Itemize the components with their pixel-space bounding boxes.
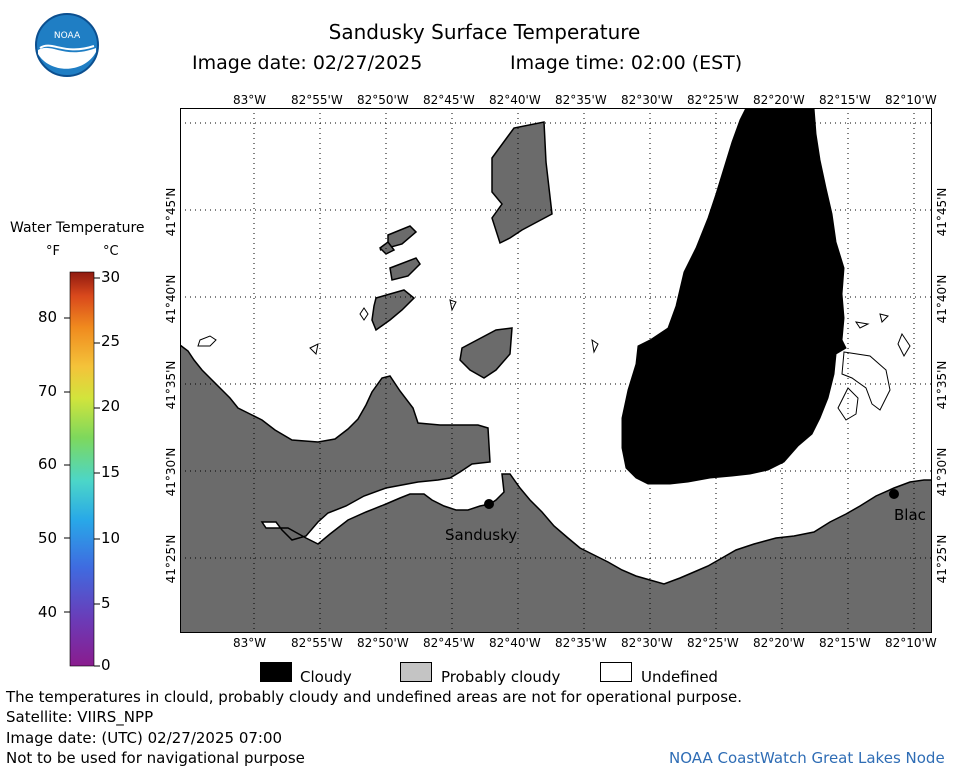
- cloudy-area: [621, 108, 847, 485]
- legend-swatch-cloudy: [260, 662, 292, 682]
- map-canvas[interactable]: Sandusky Blac: [180, 108, 932, 633]
- colorbar-c-tick: 20: [101, 397, 121, 415]
- lon-label-top: 82°55'W: [291, 93, 343, 107]
- legend-swatch-undefined: [600, 662, 632, 682]
- colorbar-unit-c: °C: [103, 244, 119, 259]
- lon-label-top: 82°20'W: [753, 93, 805, 107]
- legend-label-probably-cloudy: Probably cloudy: [441, 668, 561, 686]
- lon-label-bottom: 82°10'W: [885, 636, 937, 650]
- probably-cloudy-patch: [371, 289, 416, 332]
- lon-label-top: 82°10'W: [885, 93, 937, 107]
- colorbar: [64, 271, 100, 667]
- lat-label-left: 41°35'N: [164, 360, 178, 410]
- lon-label-bottom: 82°30'W: [621, 636, 673, 650]
- colorbar-f-tick: 40: [38, 603, 58, 621]
- undefined-patch: [359, 307, 369, 321]
- probably-cloudy-patch: [378, 240, 396, 255]
- undefined-patch: [449, 299, 457, 312]
- lon-label-top: 83°W: [233, 93, 267, 107]
- city-marker-sandusky: [484, 499, 494, 509]
- probably-cloudy-patch: [491, 121, 553, 245]
- probably-cloudy-patch: [389, 257, 421, 281]
- lon-label-top: 82°50'W: [357, 93, 409, 107]
- lat-label-right: 41°25'N: [935, 534, 949, 584]
- undefined-patch: [197, 335, 217, 347]
- lon-label-top: 82°25'W: [687, 93, 739, 107]
- lon-label-bottom: 82°35'W: [555, 636, 607, 650]
- footer-credit: NOAA CoastWatch Great Lakes Node: [669, 749, 945, 767]
- city-label-sandusky: Sandusky: [445, 526, 517, 544]
- lat-label-left: 41°25'N: [164, 534, 178, 584]
- lat-label-left: 41°30'N: [164, 447, 178, 497]
- map-title: Sandusky Surface Temperature: [328, 20, 641, 44]
- colorbar-c-tick: 10: [101, 529, 121, 547]
- city-marker-black-river: [889, 489, 899, 499]
- lat-label-left: 41°45'N: [164, 187, 178, 237]
- lat-label-right: 41°30'N: [935, 447, 949, 497]
- undefined-patch: [837, 387, 859, 421]
- lat-label-right: 41°40'N: [935, 274, 949, 324]
- colorbar-c-tick: 5: [101, 594, 111, 612]
- noaa-logo-text: NOAA: [54, 31, 81, 41]
- lon-label-bottom: 82°20'W: [753, 636, 805, 650]
- city-label-black-river: Blac: [894, 506, 926, 524]
- lat-label-right: 41°45'N: [935, 187, 949, 237]
- colorbar-c-tick: 25: [101, 332, 121, 350]
- footer-utc-date: Image date: (UTC) 02/27/2025 07:00: [6, 729, 283, 747]
- footer-disclaimer: The temperatures in clould, probably clo…: [6, 688, 743, 706]
- image-time: Image time: 02:00 (EST): [510, 52, 743, 74]
- legend-label-cloudy: Cloudy: [300, 668, 352, 686]
- lon-label-top: 82°40'W: [489, 93, 541, 107]
- undefined-patch: [309, 343, 319, 356]
- colorbar-f-tick: 50: [38, 529, 58, 547]
- noaa-logo: NOAA: [35, 13, 99, 77]
- lon-label-bottom: 82°15'W: [819, 636, 871, 650]
- colorbar-unit-f: °F: [46, 244, 60, 259]
- lon-label-bottom: 82°45'W: [423, 636, 475, 650]
- probably-cloudy-patch: [459, 327, 513, 379]
- lat-label-left: 41°40'N: [164, 274, 178, 324]
- undefined-patch: [841, 351, 891, 411]
- lon-label-top: 82°15'W: [819, 93, 871, 107]
- lon-label-top: 82°45'W: [423, 93, 475, 107]
- lon-label-bottom: 83°W: [233, 636, 267, 650]
- colorbar-title: Water Temperature: [10, 220, 145, 236]
- undefined-patch: [854, 321, 870, 329]
- lon-label-bottom: 82°25'W: [687, 636, 739, 650]
- footer-satellite: Satellite: VIIRS_NPP: [6, 708, 154, 726]
- undefined-patch: [897, 332, 911, 358]
- colorbar-f-tick: 80: [38, 308, 58, 326]
- colorbar-f-tick: 60: [38, 455, 58, 473]
- colorbar-c-tick: 15: [101, 463, 121, 481]
- image-date: Image date: 02/27/2025: [192, 52, 423, 74]
- undefined-patch: [879, 313, 889, 323]
- lon-label-bottom: 82°40'W: [489, 636, 541, 650]
- lat-label-right: 41°35'N: [935, 360, 949, 410]
- lon-label-bottom: 82°55'W: [291, 636, 343, 650]
- lon-label-top: 82°35'W: [555, 93, 607, 107]
- legend-swatch-probably-cloudy: [400, 662, 432, 682]
- lon-label-top: 82°30'W: [621, 93, 673, 107]
- undefined-patch: [591, 338, 599, 354]
- lon-label-bottom: 82°50'W: [357, 636, 409, 650]
- legend-label-undefined: Undefined: [641, 668, 718, 686]
- footer-nav-warning: Not to be used for navigational purpose: [6, 749, 305, 767]
- colorbar-c-tick: 0: [101, 656, 111, 674]
- colorbar-f-tick: 70: [38, 382, 58, 400]
- colorbar-c-tick: 30: [101, 268, 121, 286]
- land-south-shore: [180, 344, 932, 633]
